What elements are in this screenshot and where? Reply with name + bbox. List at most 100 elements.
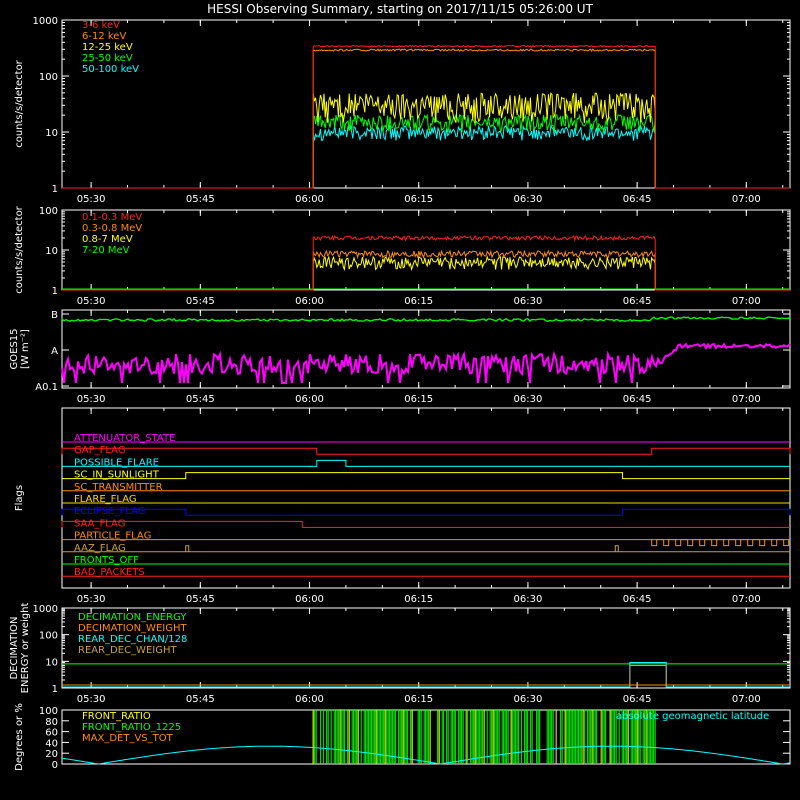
flag-line — [185, 545, 190, 552]
y-axis-label: ENERGY or weight — [20, 603, 31, 694]
y-tick-label: 20 — [45, 749, 58, 760]
panel-3: 05:30 05:45 06:00 06:15 06:30 06:45 07:00 B A A0.… — [9, 309, 791, 405]
x-tick-label: 06:00 — [295, 296, 324, 307]
flag-label: SC_IN_SUNLIGHT — [74, 470, 160, 481]
y-tick-label: 1000 — [33, 604, 58, 615]
legend-entry: 25-50 keV — [82, 53, 133, 64]
y-axis-label: DECIMATION — [9, 616, 20, 679]
flag-label: PARTICLE_FLAG — [74, 531, 151, 542]
y-tick-label: 1000 — [33, 16, 58, 27]
x-tick-label: 06:45 — [623, 296, 652, 307]
x-tick-label: 05:45 — [186, 296, 215, 307]
flag-label: BAD_PACKETS — [74, 567, 145, 578]
legend-entry: REAR_DEC_CHAN/128 — [78, 634, 187, 645]
series-line — [62, 255, 790, 291]
x-tick-label: 06:45 — [623, 394, 652, 405]
y-axis-label: Degrees or % — [14, 703, 25, 771]
latitude-curve — [61, 745, 791, 765]
y-tick-label: A — [51, 346, 58, 357]
x-tick-label: 06:30 — [514, 194, 543, 205]
plot-frame — [61, 607, 791, 689]
legend-entry: 0.8-7 MeV — [82, 234, 133, 245]
flag-line — [61, 520, 790, 528]
legend-entry: 0.3-0.8 MeV — [82, 223, 142, 234]
flag-line — [614, 545, 619, 552]
series-line — [62, 123, 790, 189]
y-tick-label: B — [51, 310, 58, 321]
y-axis-label: Flags — [14, 485, 25, 511]
x-tick-label: 06:15 — [404, 194, 433, 205]
series-line — [62, 92, 790, 189]
y-tick-label: 100 — [39, 206, 58, 217]
legend-entry: REAR_DEC_WEIGHT — [78, 645, 177, 656]
x-tick-label: 06:00 — [295, 394, 324, 405]
flag-label: ATTENUATOR_STATE — [74, 433, 175, 444]
legend-entry: DECIMATION_WEIGHT — [78, 623, 187, 634]
x-tick-label: 06:30 — [514, 694, 543, 705]
x-tick-label: 07:00 — [732, 694, 761, 705]
y-tick-label: A0.1 — [35, 382, 58, 393]
x-tick-label: 05:30 — [77, 394, 106, 405]
x-tick-label: 07:00 — [732, 394, 761, 405]
chart-title: HESSI Observing Summary, starting on 201… — [207, 2, 593, 16]
x-tick-label: 05:30 — [77, 296, 106, 307]
legend-entry: 7-20 MeV — [82, 245, 130, 256]
series-line — [62, 48, 790, 189]
flag-line — [61, 508, 791, 516]
y-tick-label: 0 — [52, 760, 58, 771]
legend-entry: 0.1-0.3 MeV — [82, 212, 142, 223]
legend-entry: 12-25 keV — [82, 42, 133, 53]
panel-2: 05:30 05:45 06:00 06:15 06:30 06:45 07:00 1 10 10… — [14, 205, 791, 307]
series-line — [61, 316, 791, 322]
plot-frame — [61, 309, 791, 389]
y-tick-label: 80 — [45, 717, 58, 728]
y-tick-label: 100 — [39, 706, 58, 717]
flag-label: SC_TRANSMITTER — [74, 482, 163, 493]
series-line — [62, 113, 790, 189]
x-tick-label: 05:45 — [186, 594, 215, 605]
legend-entry: DECIMATION_ENERGY — [78, 612, 187, 623]
flag-line — [62, 472, 790, 480]
flag-label: POSSIBLE_FLARE — [74, 457, 159, 468]
y-axis-label: GOES15 — [9, 328, 20, 369]
legend-entry: 6-12 keV — [82, 31, 126, 42]
x-tick-label: 05:45 — [186, 394, 215, 405]
legend-entry: MAX_DET_VS_TOT — [82, 733, 174, 744]
x-tick-label: 06:00 — [295, 694, 324, 705]
panel-4: 05:30 05:45 06:00 06:15 06:30 06:45 07:00 Flags… — [14, 407, 791, 605]
annotation-label: absolute geomagnetic latitude — [616, 711, 769, 722]
x-tick-label: 06:30 — [514, 394, 543, 405]
flag-label: FLARE_FLAG — [74, 494, 137, 505]
x-tick-label: 06:00 — [295, 194, 324, 205]
flag-line — [61, 447, 791, 455]
series-line — [62, 44, 790, 189]
x-tick-label: 05:30 — [77, 694, 106, 705]
plot-frame — [61, 407, 791, 589]
legend-entry: 3-6 keV — [82, 20, 120, 31]
flag-label: GAP_FLAG — [74, 445, 126, 456]
x-tick-label: 06:30 — [514, 296, 543, 307]
x-tick-label: 06:15 — [404, 594, 433, 605]
flag-line — [651, 539, 790, 547]
x-tick-label: 05:45 — [186, 694, 215, 705]
y-tick-label: 100 — [39, 72, 58, 83]
x-tick-label: 06:45 — [623, 594, 652, 605]
series-line — [62, 234, 790, 291]
x-tick-label: 06:15 — [404, 296, 433, 307]
panel-1: 05:30 05:45 06:00 06:15 06:30 06:45 07:00 1 10 10… — [14, 16, 791, 205]
series-line — [62, 249, 790, 291]
flag-label: FRONTS_OFF — [74, 555, 139, 566]
legend-entry: FRONT_RATIO — [82, 711, 151, 722]
series-line — [61, 342, 791, 384]
series-line — [62, 662, 790, 688]
y-tick-label: 1 — [52, 684, 58, 695]
x-tick-label: 07:00 — [732, 296, 761, 307]
plot-frame — [61, 19, 791, 189]
x-tick-label: 06:15 — [404, 394, 433, 405]
x-tick-label: 06:45 — [623, 194, 652, 205]
flag-label: AAZ_FLAG — [74, 543, 126, 554]
x-tick-label: 05:45 — [186, 194, 215, 205]
x-tick-label: 07:00 — [732, 194, 761, 205]
y-tick-label: 1 — [52, 184, 58, 195]
